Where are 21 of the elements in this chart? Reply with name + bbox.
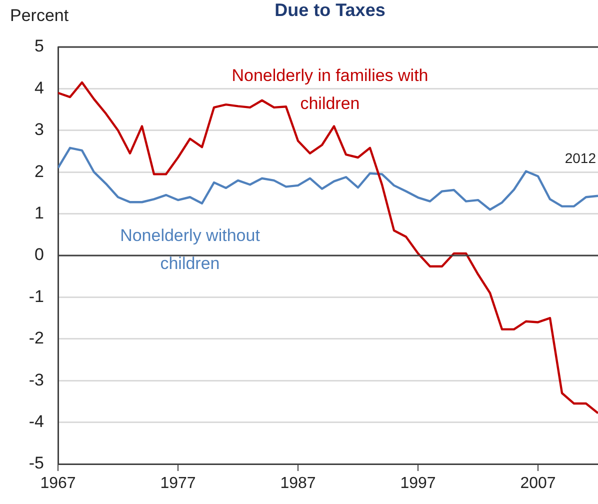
- y-tick-label: -5: [28, 454, 44, 473]
- y-tick-label: 5: [34, 36, 44, 56]
- x-tick-label: 1967: [40, 475, 76, 492]
- y-tick-label: -2: [28, 328, 44, 348]
- y-tick-label: -3: [28, 370, 44, 390]
- y-tick-label: 3: [34, 120, 44, 140]
- y-axis-title: Percent: [10, 6, 69, 26]
- series-label: Nonelderly without children: [119, 225, 261, 275]
- y-tick-label: 4: [34, 78, 44, 98]
- y-tick-label: 2: [34, 162, 44, 181]
- y-tick-label: -4: [28, 412, 44, 431]
- annotation: 2012: [564, 150, 596, 166]
- x-tick-label: 1977: [160, 475, 196, 492]
- x-tick-label: 2007: [520, 475, 556, 492]
- y-tick-label: -1: [28, 286, 44, 306]
- y-tick-label: 0: [34, 245, 44, 264]
- x-tick-label: 1997: [400, 475, 436, 492]
- y-tick-label: 1: [34, 203, 44, 222]
- x-tick-label: 1987: [280, 475, 316, 492]
- chart-title: Due to Taxes: [274, 0, 386, 21]
- series-label: Nonelderly in families with children: [230, 65, 430, 115]
